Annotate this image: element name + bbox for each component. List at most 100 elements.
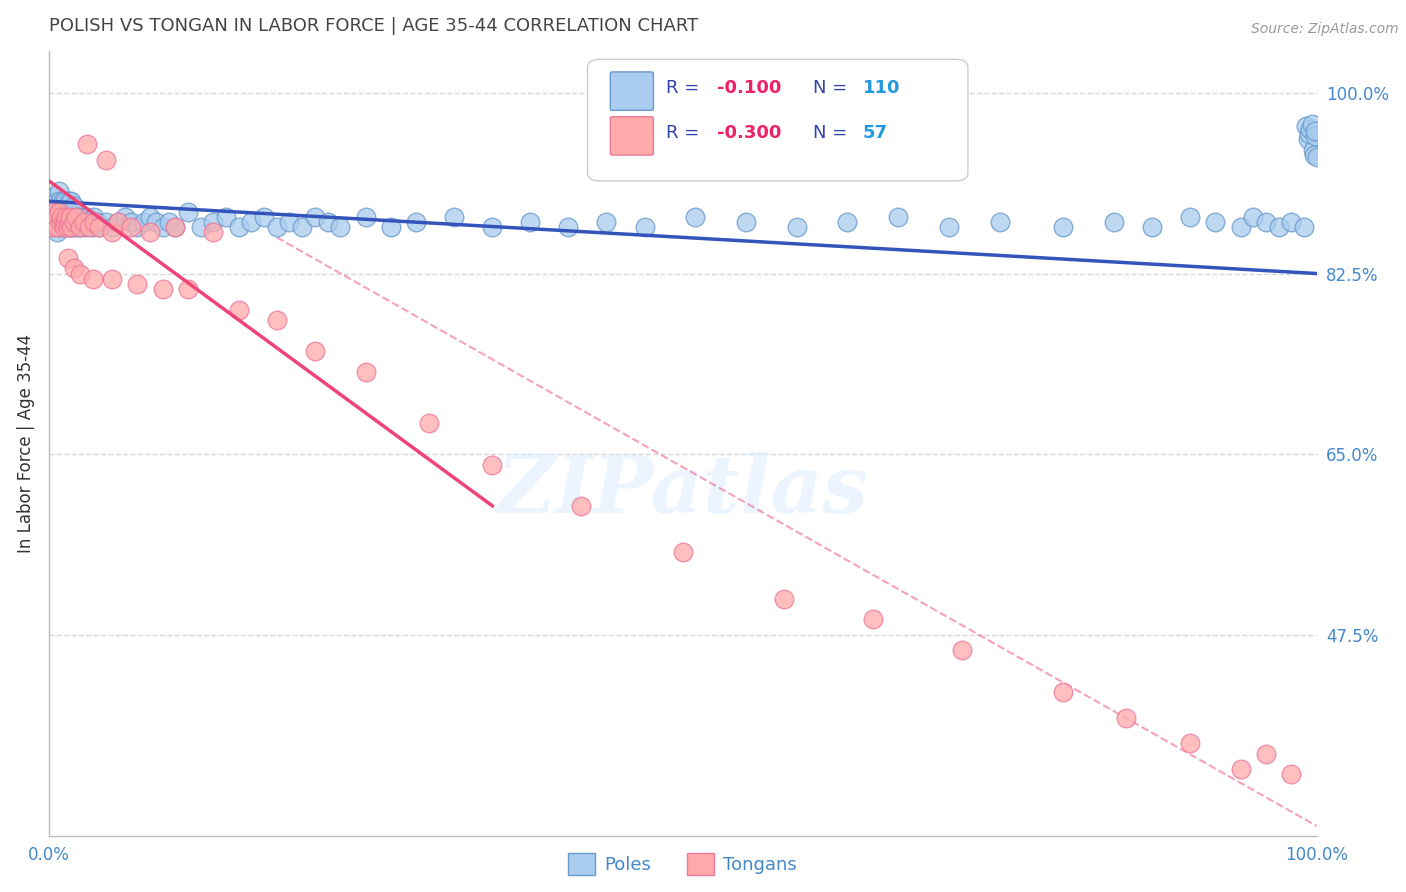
Point <box>1140 220 1163 235</box>
Y-axis label: In Labor Force | Age 35-44: In Labor Force | Age 35-44 <box>17 334 35 553</box>
Point <box>42 204 65 219</box>
Point <box>101 225 124 239</box>
Point <box>59 220 82 235</box>
Point <box>683 210 706 224</box>
Point <box>1299 122 1322 136</box>
Point <box>316 215 339 229</box>
Point <box>1178 210 1201 224</box>
Point <box>48 184 70 198</box>
Point <box>152 220 174 235</box>
Point <box>569 499 592 513</box>
Point <box>46 194 69 209</box>
Point <box>127 220 149 235</box>
Point <box>42 204 65 219</box>
Point <box>278 215 301 229</box>
Text: 110: 110 <box>863 79 900 97</box>
Point <box>1298 127 1320 141</box>
FancyBboxPatch shape <box>610 117 654 155</box>
Point <box>1254 215 1277 229</box>
Point <box>86 215 108 229</box>
Point <box>51 210 73 224</box>
Point <box>887 210 910 224</box>
Point <box>83 210 105 224</box>
Point <box>58 194 80 209</box>
Point <box>1296 132 1319 146</box>
Point <box>120 215 142 229</box>
Point <box>177 204 200 219</box>
Point <box>202 225 225 239</box>
Point <box>80 220 103 235</box>
Point <box>177 282 200 296</box>
Point <box>59 210 82 224</box>
Point <box>73 215 96 229</box>
Point <box>73 220 96 235</box>
Point <box>240 215 263 229</box>
Point <box>1279 767 1302 781</box>
Legend: Poles, Tongans: Poles, Tongans <box>561 846 804 882</box>
Point <box>405 215 427 229</box>
Point <box>1302 143 1324 157</box>
Point <box>354 210 377 224</box>
Point <box>152 282 174 296</box>
Point <box>46 225 69 239</box>
Point <box>329 220 352 235</box>
Point <box>70 210 93 224</box>
Point <box>1204 215 1226 229</box>
Point <box>60 215 83 229</box>
Point <box>443 210 465 224</box>
Point <box>1267 220 1289 235</box>
Point <box>72 215 94 229</box>
Point <box>1305 124 1327 138</box>
Text: N =: N = <box>813 79 853 97</box>
Point <box>48 204 70 219</box>
Point <box>1279 215 1302 229</box>
FancyBboxPatch shape <box>588 60 967 181</box>
Point <box>837 215 859 229</box>
Point <box>58 215 80 229</box>
Point <box>595 215 617 229</box>
Point <box>1052 684 1074 698</box>
Text: -0.300: -0.300 <box>717 124 782 142</box>
Point <box>266 220 288 235</box>
Point <box>48 220 70 235</box>
Point <box>44 220 66 235</box>
Point <box>988 215 1011 229</box>
Point <box>94 153 117 167</box>
Point <box>132 215 155 229</box>
Point <box>69 220 91 235</box>
Point <box>52 220 75 235</box>
Point <box>94 215 117 229</box>
Point <box>62 220 84 235</box>
Point <box>1178 736 1201 750</box>
Point <box>55 210 77 224</box>
Point <box>107 215 129 229</box>
Point <box>266 313 288 327</box>
Point <box>215 210 238 224</box>
Point <box>63 215 86 229</box>
Point <box>786 220 808 235</box>
Point <box>77 220 100 235</box>
Point <box>51 220 73 235</box>
Point <box>51 210 73 224</box>
Point <box>202 215 225 229</box>
Point <box>45 210 67 224</box>
Point <box>1292 220 1315 235</box>
Text: N =: N = <box>813 124 853 142</box>
Point <box>39 210 62 224</box>
Point <box>127 277 149 291</box>
Point <box>557 220 579 235</box>
Point <box>76 137 98 152</box>
Point <box>228 220 250 235</box>
FancyBboxPatch shape <box>610 72 654 111</box>
Point <box>63 199 86 213</box>
Point <box>418 416 440 430</box>
Point <box>1052 220 1074 235</box>
Point <box>82 271 104 285</box>
Point <box>56 220 79 235</box>
Point <box>481 220 503 235</box>
Point <box>39 215 62 229</box>
Text: POLISH VS TONGAN IN LABOR FORCE | AGE 35-44 CORRELATION CHART: POLISH VS TONGAN IN LABOR FORCE | AGE 35… <box>49 17 697 35</box>
Point <box>101 220 124 235</box>
Point <box>1295 119 1317 133</box>
Point <box>63 210 86 224</box>
